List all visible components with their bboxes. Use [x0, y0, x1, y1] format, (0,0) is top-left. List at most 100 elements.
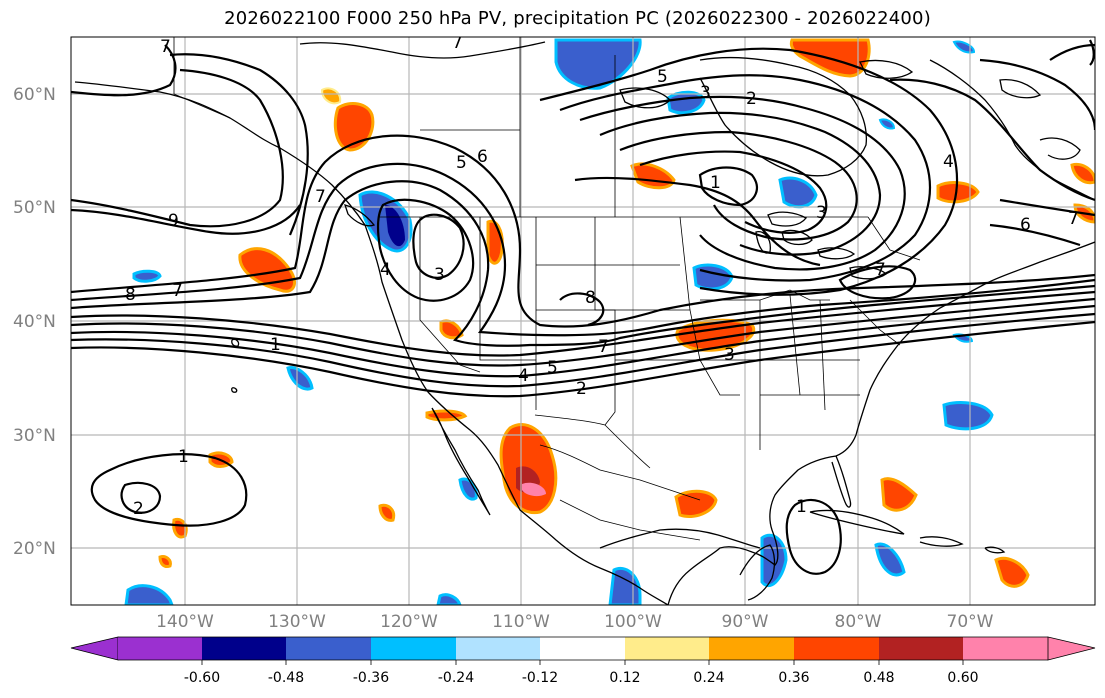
contour-label: 5 — [456, 153, 467, 173]
colorbar-segment — [879, 637, 963, 660]
contour-label: 2 — [133, 499, 144, 519]
precip-negative-patch — [124, 584, 174, 605]
precip-negative-patch — [132, 269, 162, 283]
colorbar-segment — [963, 637, 1048, 660]
colorbar-segment — [202, 637, 286, 660]
colorbar-tick-label: -0.48 — [268, 670, 304, 686]
lon-label: 120°W — [380, 612, 438, 632]
precip-positive-patch — [378, 503, 396, 522]
lat-label: 40°N — [13, 312, 56, 332]
lon-label: 110°W — [492, 612, 550, 632]
colorbar-tick-label: 0.24 — [693, 670, 724, 686]
lat-label: 20°N — [13, 539, 56, 559]
precip-negative-patch — [952, 40, 976, 54]
contour-label: 7 — [1068, 209, 1079, 229]
contour-label: 5 — [547, 358, 558, 378]
colorbar-segment — [70, 636, 119, 661]
contour-label: 1 — [270, 335, 281, 355]
precip-positive-patch — [994, 556, 1030, 588]
contour-label: 1 — [178, 447, 189, 467]
pv-contours — [71, 39, 1095, 575]
precip-negative-patch — [878, 118, 896, 130]
precip-positive-patch — [936, 181, 980, 204]
colorbar: -0.60 -0.48 -0.36 -0.24 -0.12 0.12 0.24 … — [70, 636, 1096, 686]
contour-label: 9 — [168, 211, 179, 231]
colorbar-segment — [456, 637, 540, 660]
colorbar-tick-label: 0.12 — [609, 670, 640, 686]
precip-negative-patch — [778, 176, 818, 209]
contour-label: 4 — [518, 366, 529, 386]
colorbar-segment — [286, 637, 371, 660]
lon-label: 80°W — [835, 612, 882, 632]
precip-positive-patch — [674, 489, 718, 518]
colorbar-tick-label: 0.60 — [947, 670, 978, 686]
contour-label: 6 — [477, 147, 488, 167]
lat-label: 30°N — [13, 426, 56, 446]
graticule — [71, 37, 1095, 605]
colorbar-segment — [625, 637, 709, 660]
colorbar-segment — [1047, 636, 1096, 661]
map-frame — [70, 36, 1096, 606]
map-plot-area: 7 7 5 3 2 9 8 7 1 5 6 4 3 7 3 8 7 5 4 2 … — [71, 33, 1095, 605]
colorbar-tick-label: 0.36 — [778, 670, 809, 686]
precip-positive-patch — [320, 87, 342, 105]
contour-label: 1 — [710, 173, 721, 193]
lon-label: 100°W — [604, 612, 662, 632]
colorbar-tick-label: -0.24 — [438, 670, 474, 686]
contour-label: 3 — [434, 265, 445, 285]
contour-label: 2 — [576, 379, 587, 399]
colorbar-tick-label: 0.48 — [863, 670, 894, 686]
contour-labels: 7 7 5 3 2 9 8 7 1 5 6 4 3 7 3 8 7 5 4 2 … — [125, 33, 1079, 519]
contour-label: 3 — [724, 345, 735, 365]
colorbar-tick-label: -0.60 — [184, 670, 220, 686]
contour-label: 4 — [380, 260, 391, 280]
lon-label: 90°W — [722, 612, 769, 632]
contour-label: 6 — [1020, 215, 1031, 235]
colorbar-segment — [709, 637, 794, 660]
precip-positive-patch — [522, 482, 546, 497]
latitude-labels: 60°N 50°N 40°N 30°N 20°N — [13, 85, 56, 559]
precip-negative-patch — [942, 401, 994, 431]
contour-label: 3 — [816, 203, 827, 223]
precip-negative-patch — [436, 593, 462, 605]
contour-label: 2 — [746, 89, 757, 109]
colorbar-segment — [118, 637, 202, 660]
lon-label: 140°W — [156, 612, 214, 632]
precip-negative-patch — [554, 38, 642, 90]
lon-label: 70°W — [947, 612, 994, 632]
contour-label: 5 — [657, 67, 668, 87]
contour-label: 8 — [585, 288, 596, 308]
precip-negative-patch — [286, 365, 314, 391]
precip-negative-patch — [874, 542, 906, 577]
contour-label: 7 — [598, 337, 609, 357]
contour-label: 7 — [875, 260, 886, 280]
colorbar-segment — [794, 637, 879, 660]
precip-positive-patch — [880, 477, 918, 512]
colorbar-tick-label: -0.36 — [353, 670, 389, 686]
contour-label: 4 — [943, 152, 954, 172]
precip-positive-patch — [158, 555, 172, 568]
map-title: 2026022100 F000 250 hPa PV, precipitatio… — [224, 8, 931, 29]
lat-label: 50°N — [13, 198, 56, 218]
precip-negative-patch — [692, 263, 734, 291]
contour-label: 7 — [160, 37, 171, 57]
coastlines — [74, 41, 1095, 605]
longitude-labels: 140°W 130°W 120°W 110°W 100°W 90°W 80°W … — [156, 612, 994, 632]
contour-label: 7 — [452, 33, 463, 53]
lat-label: 60°N — [13, 85, 56, 105]
colorbar-segment — [371, 637, 456, 660]
precip-negative-patch — [385, 205, 405, 247]
contour-label: 8 — [125, 285, 136, 305]
colorbar-tick-label: -0.12 — [522, 670, 558, 686]
precip-positive-patch — [425, 409, 468, 422]
contour-label: 1 — [796, 497, 807, 517]
contour-label: 3 — [700, 83, 711, 103]
lon-label: 130°W — [268, 612, 326, 632]
precip-positive-patch — [172, 517, 188, 539]
precip-positive-patch — [486, 219, 504, 265]
contour-label: 7 — [172, 281, 183, 301]
colorbar-segment — [540, 637, 625, 660]
precip-positive-patch — [1070, 162, 1095, 185]
contour-label: 7 — [315, 187, 326, 207]
